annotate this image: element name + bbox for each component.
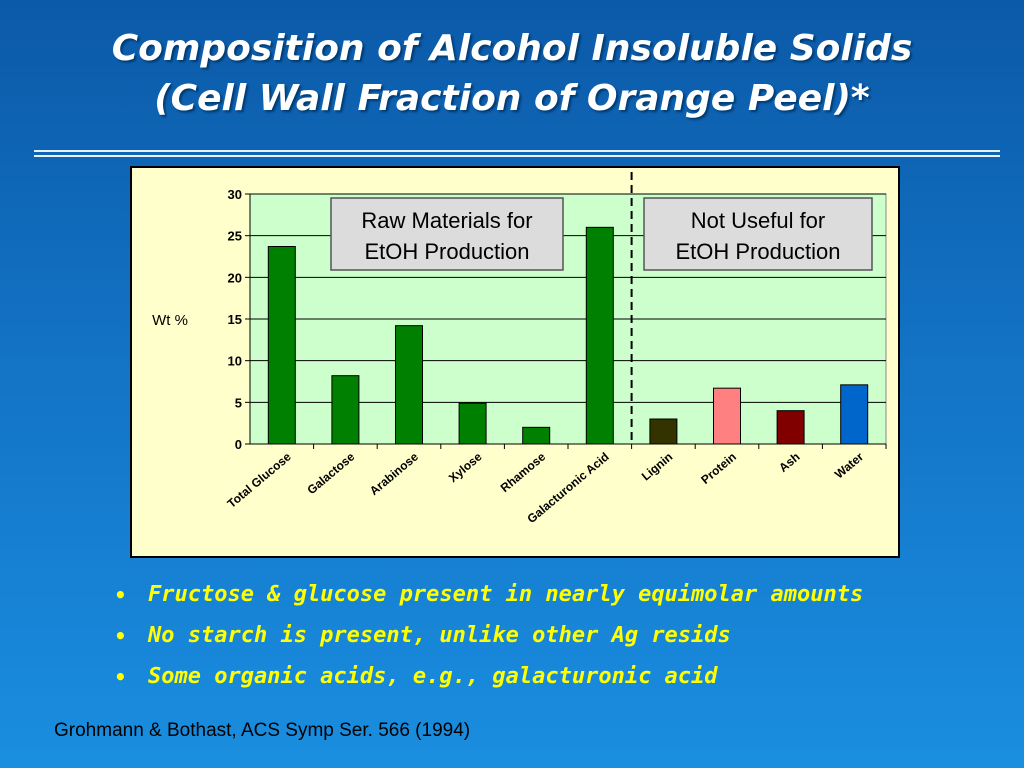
annotation-text: Raw Materials for <box>361 208 532 233</box>
bullet-list: • Fructose & glucose present in nearly eq… <box>112 576 863 699</box>
bullet-text: Fructose & glucose present in nearly equ… <box>148 582 864 607</box>
bullet-text: Some organic acids, e.g., galacturonic a… <box>148 664 718 689</box>
bar <box>331 375 360 445</box>
bullet-item: • No starch is present, unlike other Ag r… <box>112 617 863 658</box>
y-tick-label: 0 <box>235 437 242 452</box>
chart-frame: 0 5 10 15 20 25 30 Wt % Total Glucose Galactose Ar… <box>130 166 900 558</box>
annotation-text: Not Useful for <box>691 208 826 233</box>
x-tick-label: Total Glucose <box>225 449 294 510</box>
annotation-box <box>330 197 564 271</box>
bar <box>649 418 678 445</box>
y-tick-label: 5 <box>235 395 242 410</box>
y-tick-label: 15 <box>228 312 242 327</box>
bar-chart: 0 5 10 15 20 25 30 Wt % Total Glucose Galactose Ar… <box>152 172 887 526</box>
bullet-icon: • <box>114 624 127 648</box>
bullet-icon: • <box>114 665 127 689</box>
bullet-icon: • <box>114 583 127 607</box>
bullet-text: No starch is present, unlike other Ag re… <box>148 623 731 648</box>
x-tick-label: Lignin <box>639 450 676 484</box>
y-tick-label: 30 <box>228 187 242 202</box>
y-tick-label: 10 <box>228 354 242 369</box>
bar <box>395 325 423 445</box>
bar <box>840 384 869 445</box>
title-rule-top <box>34 150 1000 152</box>
x-tick-label: Arabinose <box>367 449 421 498</box>
title-rule-bottom <box>34 155 1000 157</box>
bar <box>585 226 614 445</box>
annotation-box <box>643 197 873 271</box>
title-line-2: (Cell Wall Fraction of Orange Peel)* <box>154 78 870 119</box>
y-tick-label: 25 <box>228 229 242 244</box>
bullet-item: • Fructose & glucose present in nearly eq… <box>112 576 863 617</box>
bullet-item: • Some organic acids, e.g., galacturonic … <box>112 658 863 699</box>
x-tick-label: Rhamose <box>498 449 549 495</box>
bar <box>458 402 487 445</box>
bar <box>267 246 296 445</box>
x-tick-label: Protein <box>698 450 739 487</box>
title-line-1: Composition of Alcohol Insoluble Solids <box>111 28 913 69</box>
bar <box>713 387 741 445</box>
y-tick-label: 20 <box>228 270 242 285</box>
x-tick-label: Ash <box>776 450 802 475</box>
x-tick-label: Galactose <box>304 449 357 497</box>
y-axis-label: Wt % <box>152 312 188 329</box>
bar <box>776 410 805 445</box>
x-tick-label: Xylose <box>446 449 485 485</box>
bar <box>522 426 551 445</box>
slide-title: Composition of Alcohol Insoluble Solids … <box>40 24 984 124</box>
annotation-text: EtOH Production <box>364 239 529 264</box>
annotation-text: EtOH Production <box>675 239 840 264</box>
x-tick-label: Water <box>832 449 866 481</box>
citation: Grohmann & Bothast, ACS Symp Ser. 566 (1… <box>54 720 471 741</box>
